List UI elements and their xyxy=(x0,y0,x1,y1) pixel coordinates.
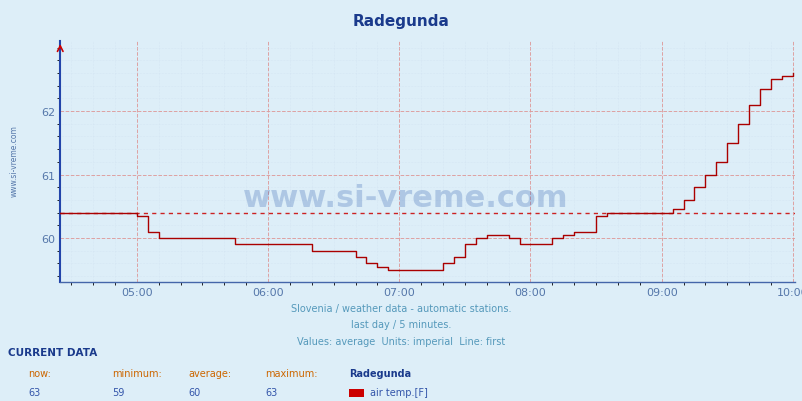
Text: 59: 59 xyxy=(112,387,124,397)
Text: www.si-vreme.com: www.si-vreme.com xyxy=(242,184,568,213)
Text: www.si-vreme.com: www.si-vreme.com xyxy=(10,125,18,196)
Text: Radegunda: Radegunda xyxy=(349,368,411,378)
Text: last day / 5 minutes.: last day / 5 minutes. xyxy=(351,320,451,330)
Text: minimum:: minimum: xyxy=(112,368,162,378)
Text: 63: 63 xyxy=(265,387,277,397)
Text: 63: 63 xyxy=(28,387,40,397)
Text: air temp.[F]: air temp.[F] xyxy=(370,387,427,397)
Text: average:: average: xyxy=(188,368,232,378)
Text: CURRENT DATA: CURRENT DATA xyxy=(8,347,97,357)
Text: Radegunda: Radegunda xyxy=(353,14,449,29)
Text: now:: now: xyxy=(28,368,51,378)
Text: Values: average  Units: imperial  Line: first: Values: average Units: imperial Line: fi… xyxy=(297,336,505,346)
Text: Slovenia / weather data - automatic stations.: Slovenia / weather data - automatic stat… xyxy=(291,303,511,313)
Text: 60: 60 xyxy=(188,387,200,397)
Text: maximum:: maximum: xyxy=(265,368,317,378)
